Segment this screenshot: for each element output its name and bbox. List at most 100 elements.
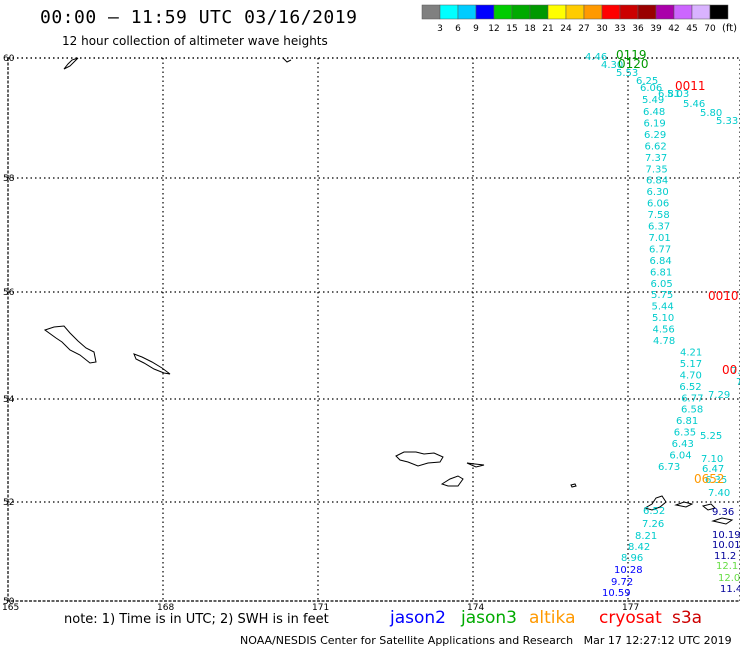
altimeter-tracks: 4.464.305.536.256.066.815.496.486.196.29… bbox=[585, 52, 740, 599]
latitude-labels: 60 58 56 54 52 50 bbox=[3, 54, 15, 607]
island-atka bbox=[674, 501, 694, 508]
color-swatch bbox=[421, 4, 441, 20]
pass-time-label: 00 bbox=[722, 363, 737, 377]
color-scale-label: 21 bbox=[542, 24, 553, 34]
coastline-top bbox=[282, 57, 292, 63]
pass-time-label: 0120 bbox=[618, 57, 649, 71]
pass-time-label: 0652 bbox=[694, 472, 725, 486]
wave-height-value: 6.35 bbox=[674, 428, 696, 439]
color-swatch bbox=[691, 4, 711, 20]
island-medny bbox=[133, 353, 171, 375]
longitude-label: 171 bbox=[312, 603, 329, 613]
wave-height-value: 7.35 bbox=[646, 164, 668, 175]
wave-height-value: 7.37 bbox=[645, 153, 667, 164]
pass-time-label: 0010 bbox=[708, 289, 739, 303]
wave-height-value: 6.25 bbox=[636, 76, 658, 87]
wave-height-value: 6.84 bbox=[646, 176, 668, 187]
island-kiska bbox=[440, 475, 464, 487]
longitude-label: 174 bbox=[467, 603, 484, 613]
wave-height-value: 5.03 bbox=[667, 89, 689, 100]
wave-height-value: 5.75 bbox=[651, 290, 673, 301]
island-amlia bbox=[701, 503, 716, 511]
color-swatch bbox=[457, 4, 477, 20]
color-scale-label: 24 bbox=[560, 24, 572, 34]
color-scale-labels: 3 6 9 12 15 18 21 24 27 30 33 36 39 42 45 70 bbox=[437, 24, 716, 34]
color-swatch bbox=[619, 4, 639, 20]
legend-note: note: 1) Time is in UTC; 2) SWH is in fe… bbox=[64, 612, 329, 627]
lat-lon-grid bbox=[7, 57, 740, 602]
latitude-label: 50 bbox=[3, 597, 15, 607]
color-scale-label: 15 bbox=[506, 24, 517, 34]
wave-height-value: 12.0 bbox=[718, 573, 740, 584]
color-swatch bbox=[547, 4, 567, 20]
wave-height-value: 4.70 bbox=[680, 370, 702, 381]
island-attu-group bbox=[395, 451, 444, 467]
color-scale-label: 3 bbox=[437, 24, 443, 34]
wave-height-value: 5.80 bbox=[700, 108, 722, 119]
wave-height-value: 5.33 bbox=[716, 116, 738, 127]
wave-height-value: 6.05 bbox=[651, 279, 673, 290]
wave-height-value: 4.56 bbox=[653, 325, 675, 336]
island-adak-group bbox=[643, 495, 667, 511]
wave-height-value: 5.10 bbox=[652, 313, 674, 324]
legend-jason2: jason2 bbox=[390, 608, 446, 628]
color-scale-bar bbox=[421, 4, 729, 20]
color-swatch bbox=[511, 4, 531, 20]
island-bering bbox=[43, 325, 97, 364]
color-swatch bbox=[601, 4, 621, 20]
wave-height-value: 10.01 bbox=[712, 540, 740, 551]
wave-height-value: 6.73 bbox=[658, 462, 680, 473]
wave-height-value: 6.58 bbox=[681, 405, 703, 416]
wave-height-value: 10.28 bbox=[614, 565, 643, 576]
wave-height-value: 6.77 bbox=[649, 244, 671, 255]
wave-height-value: 6.48 bbox=[643, 107, 665, 118]
wave-height-value: 6.35 bbox=[705, 475, 727, 486]
map-frame bbox=[7, 57, 740, 602]
color-swatch bbox=[529, 4, 549, 20]
wave-height-value: 6.06 bbox=[647, 199, 669, 210]
wave-height-value: 5.53 bbox=[616, 68, 638, 79]
color-swatch bbox=[493, 4, 513, 20]
color-swatch bbox=[475, 4, 495, 20]
wave-height-value: 6.47 bbox=[702, 464, 724, 475]
longitude-label: 177 bbox=[622, 603, 639, 613]
wave-height-value: 7.26 bbox=[642, 519, 664, 530]
color-scale-label: 70 bbox=[704, 24, 716, 34]
wave-height-value: 6.19 bbox=[644, 118, 666, 129]
wave-height-value: 5.17 bbox=[680, 359, 702, 370]
wave-height-value: 5.44 bbox=[652, 302, 674, 313]
page-subtitle: 12 hour collection of altimeter wave hei… bbox=[62, 34, 328, 48]
wave-height-value: 4.21 bbox=[680, 347, 702, 358]
color-scale-label: 42 bbox=[668, 24, 679, 34]
legend-jason3: jason3 bbox=[461, 608, 517, 628]
longitude-labels: 165 168 171 174 177 bbox=[2, 603, 639, 613]
page-title: 00:00 – 11:59 UTC 03/16/2019 bbox=[40, 7, 358, 28]
wave-height-value: 7.10 bbox=[701, 454, 723, 465]
wave-height-value: 7.45 bbox=[736, 377, 740, 388]
color-swatch bbox=[439, 4, 459, 20]
wave-height-value: 11.4 bbox=[720, 584, 740, 595]
coastline-kamchatka-tip bbox=[63, 57, 79, 70]
color-swatch bbox=[709, 4, 729, 20]
wave-height-value: 6.84 bbox=[650, 256, 672, 267]
pass-time-label: 0119 bbox=[616, 48, 647, 62]
wave-height-value: 4.30 bbox=[601, 60, 623, 71]
legend-s3a: s3a bbox=[672, 608, 703, 628]
wave-height-value: 6.29 bbox=[644, 130, 666, 141]
wave-height-value: 5.25 bbox=[700, 431, 722, 442]
latitude-label: 56 bbox=[3, 288, 15, 298]
color-swatch bbox=[655, 4, 675, 20]
wave-height-value: 7.29 bbox=[708, 390, 730, 401]
pass-time-label: 0011 bbox=[675, 79, 706, 93]
wave-height-value: 6.06 bbox=[640, 83, 662, 94]
wave-height-value: 6.37 bbox=[648, 222, 670, 233]
color-scale-label: 18 bbox=[524, 24, 536, 34]
wave-height-value: 6.81 bbox=[658, 89, 680, 100]
wave-height-value: 5.46 bbox=[683, 99, 705, 110]
color-scale-label: 6 bbox=[455, 24, 461, 34]
color-swatch bbox=[583, 4, 603, 20]
wave-height-value: 8.21 bbox=[635, 531, 657, 542]
wave-height-value: 6.77 bbox=[681, 393, 703, 404]
footer-credit: NOAA/NESDIS Center for Satellite Applica… bbox=[240, 634, 732, 647]
